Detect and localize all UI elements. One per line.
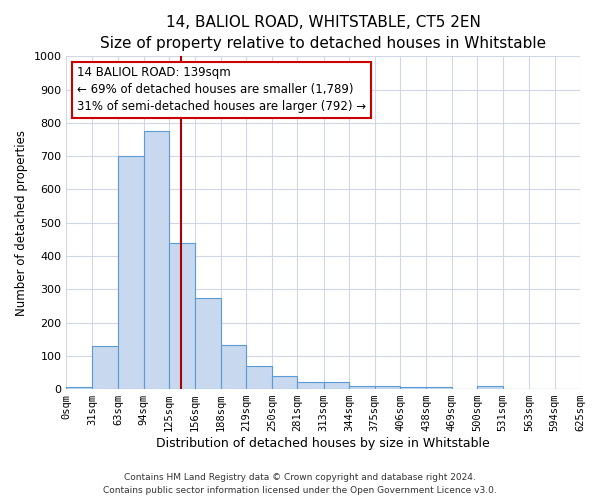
Title: 14, BALIOL ROAD, WHITSTABLE, CT5 2EN
Size of property relative to detached house: 14, BALIOL ROAD, WHITSTABLE, CT5 2EN Siz… — [100, 15, 546, 51]
Y-axis label: Number of detached properties: Number of detached properties — [15, 130, 28, 316]
Bar — [118, 156, 143, 389]
Bar — [247, 366, 272, 389]
Bar — [169, 242, 194, 389]
Text: 14 BALIOL ROAD: 139sqm
← 69% of detached houses are smaller (1,789)
31% of semi-: 14 BALIOL ROAD: 139sqm ← 69% of detached… — [77, 66, 366, 114]
Bar — [374, 386, 400, 389]
Bar — [477, 386, 503, 389]
Bar — [427, 388, 452, 389]
Bar — [92, 346, 118, 389]
Bar — [400, 388, 427, 389]
Bar — [349, 386, 374, 389]
Bar — [272, 376, 298, 389]
X-axis label: Distribution of detached houses by size in Whitstable: Distribution of detached houses by size … — [157, 437, 490, 450]
Bar — [194, 298, 221, 389]
Bar — [67, 387, 92, 389]
Bar — [323, 382, 349, 389]
Bar — [143, 131, 169, 389]
Bar — [221, 345, 247, 389]
Bar — [298, 382, 323, 389]
Text: Contains HM Land Registry data © Crown copyright and database right 2024.
Contai: Contains HM Land Registry data © Crown c… — [103, 474, 497, 495]
